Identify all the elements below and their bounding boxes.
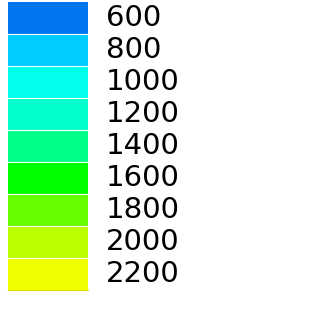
Bar	[8, 34, 88, 66]
Bar	[8, 98, 88, 130]
Bar	[8, 194, 88, 226]
Text: 2200: 2200	[106, 260, 180, 288]
Bar	[8, 66, 88, 98]
Text: 2000: 2000	[106, 228, 180, 256]
Text: 1800: 1800	[106, 196, 180, 224]
Text: 800: 800	[106, 36, 161, 64]
Bar	[8, 162, 88, 194]
Text: 1600: 1600	[106, 164, 180, 192]
Text: 1400: 1400	[106, 132, 180, 160]
Bar	[8, 226, 88, 258]
Text: 1200: 1200	[106, 100, 180, 128]
Bar	[8, 2, 88, 34]
Bar	[8, 130, 88, 162]
Bar	[8, 258, 88, 290]
Text: 1000: 1000	[106, 68, 180, 96]
Text: 600: 600	[106, 4, 161, 32]
